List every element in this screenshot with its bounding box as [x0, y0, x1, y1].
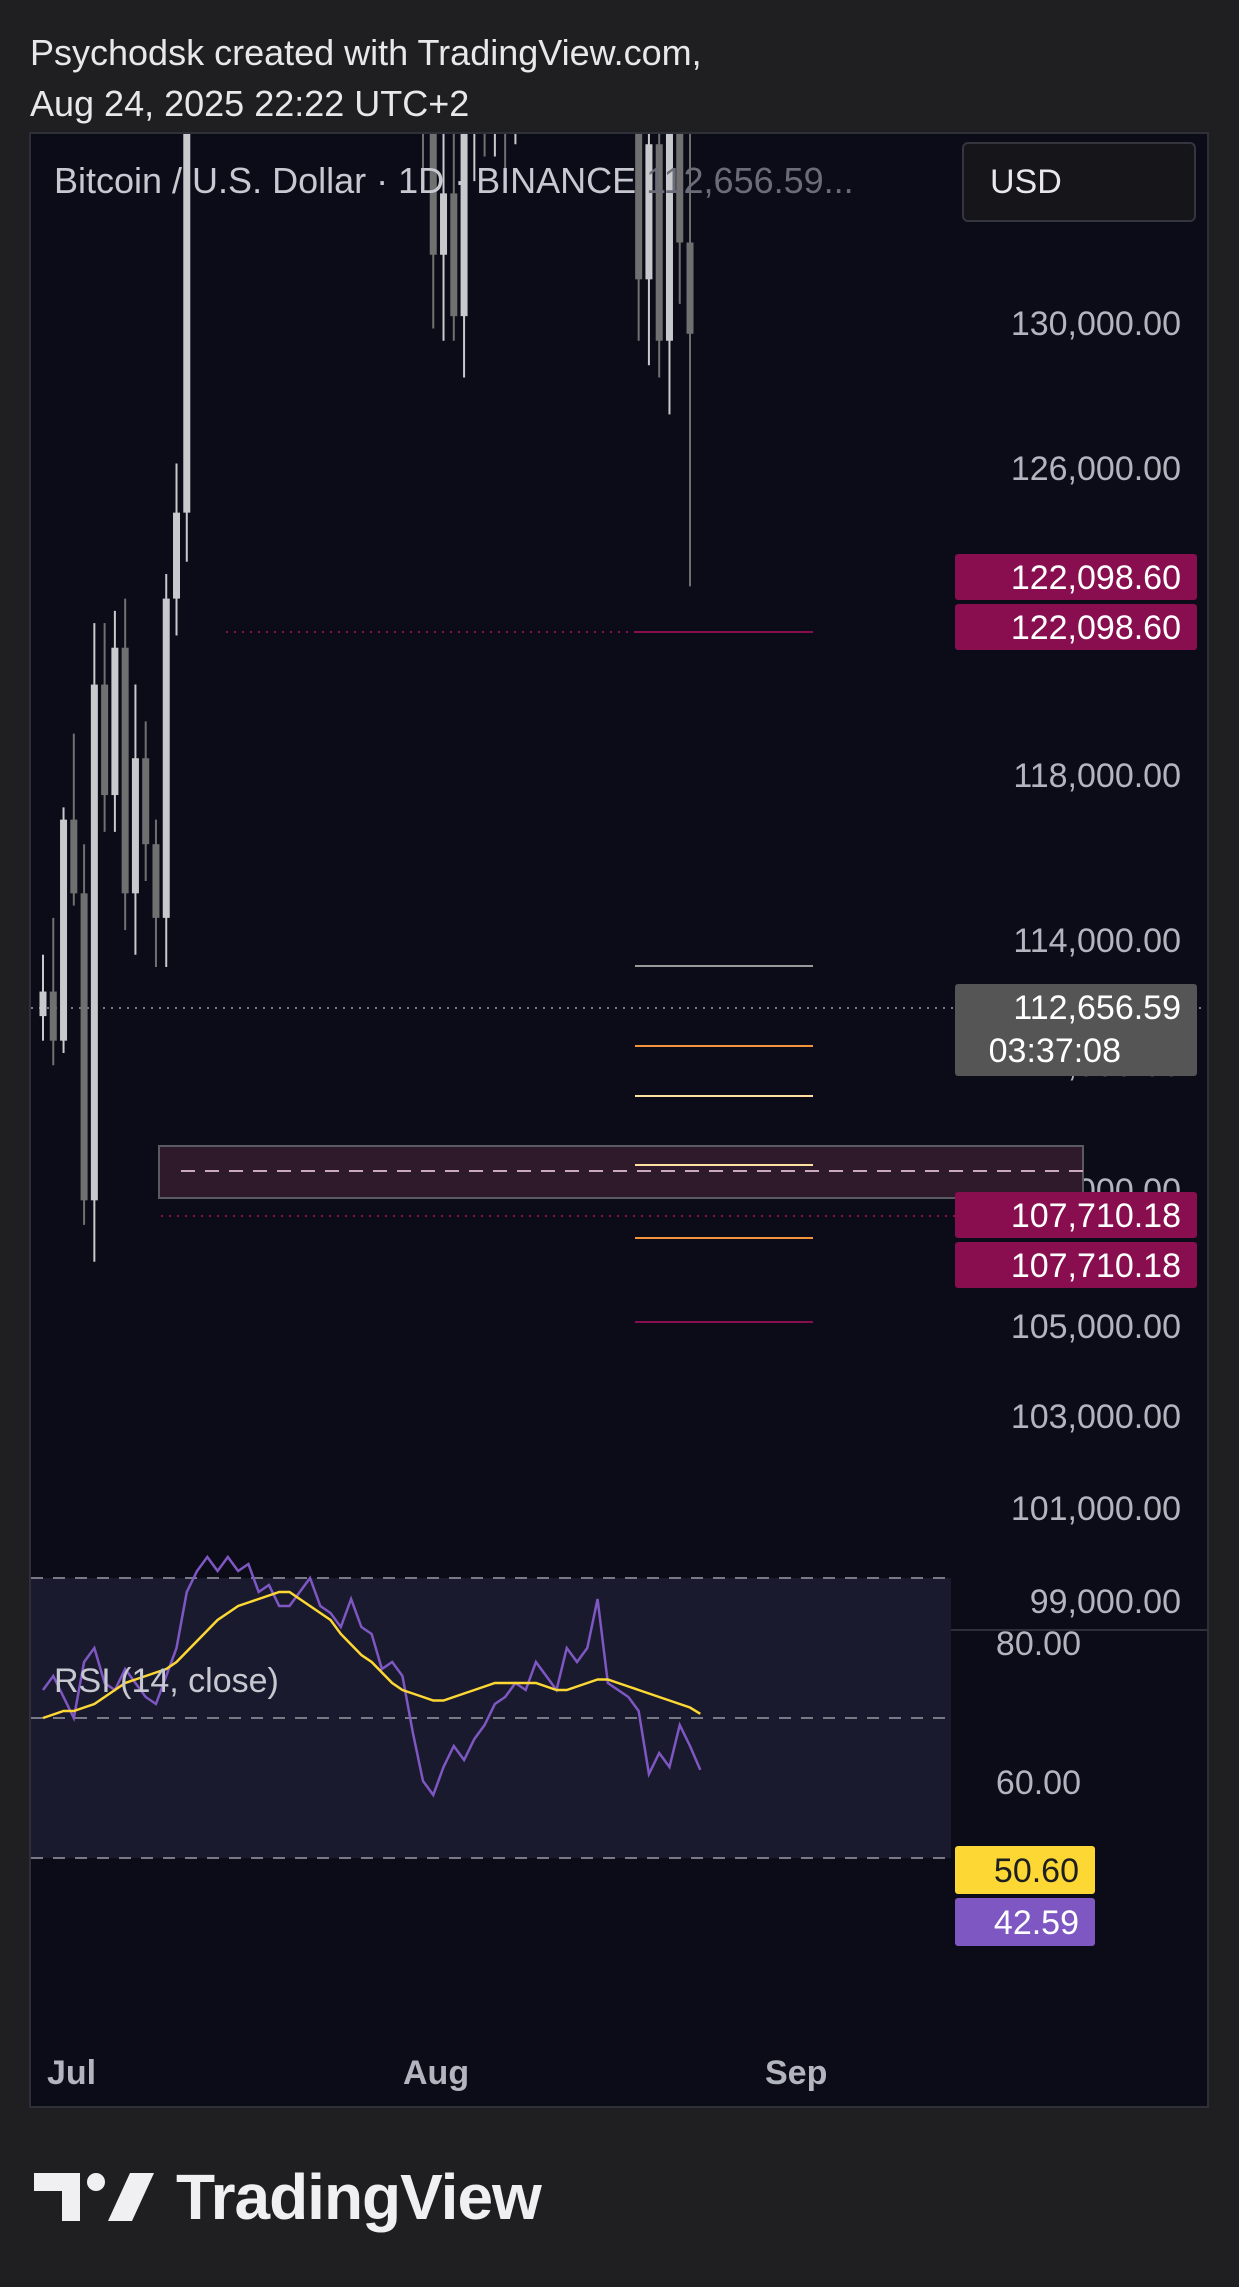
rsi-indicator-label[interactable]: RSI (14, close)	[54, 1662, 279, 1700]
candle-body	[686, 242, 694, 334]
currency-button[interactable]: USD	[962, 142, 1196, 222]
price-axis-tick-label: 130,000.00	[1011, 305, 1181, 343]
candle-body	[101, 684, 109, 796]
candle-body	[429, 134, 437, 255]
price-badge	[955, 1242, 1197, 1288]
price-axis-tick-label: 99,000.00	[1030, 1583, 1181, 1621]
header-author-line: Psychodsk created with TradingView.com,	[30, 32, 702, 73]
rsi-ma-line	[42, 1590, 701, 1720]
price-axis-tick-label: 105,000.00	[1011, 1308, 1181, 1346]
candle-body	[665, 134, 673, 341]
candle-body	[183, 134, 191, 513]
candle-body	[39, 991, 47, 1017]
candle-body	[70, 819, 78, 894]
symbol-info: Bitcoin / U.S. Dollar · 1D · BINANCE 112…	[54, 160, 854, 202]
chart-canvas[interactable]: 130,000.00 126,000.00 118,000.00 114,000.00…	[31, 134, 1207, 2106]
tradingview-brand: TradingView	[34, 2160, 542, 2234]
candle-body	[450, 193, 458, 317]
candle-body	[90, 684, 98, 1201]
candle-body	[645, 144, 653, 280]
candle-body	[460, 134, 468, 317]
header-date-line: Aug 24, 2025 22:22 UTC+2	[30, 83, 470, 124]
candle-body	[121, 647, 129, 894]
price-axis-tick-label: 103,000.00	[1011, 1398, 1181, 1436]
rsi-line	[41, 1554, 702, 1798]
price-badge-label: 112,656.59	[1013, 989, 1181, 1027]
time-axis-label: Sep	[765, 2054, 827, 2092]
candle-body	[60, 819, 68, 1041]
candle-body	[152, 844, 160, 918]
candle-body	[635, 134, 643, 280]
price-badge	[955, 554, 1197, 600]
candle-body	[111, 647, 119, 796]
price-axis-tick-label: 114,000.00	[1013, 922, 1181, 960]
price-badge	[955, 604, 1197, 650]
price-axis-tick-label: 126,000.00	[1011, 450, 1181, 488]
candle-body	[173, 512, 181, 599]
brand-name: TradingView	[176, 2161, 542, 2233]
price-badge-label: 107,710.18	[1011, 1247, 1181, 1285]
candle-body	[142, 758, 150, 845]
price-axis-tick-label: 101,000.00	[1011, 1490, 1181, 1528]
candle-body	[49, 991, 57, 1041]
candle-body	[655, 144, 663, 341]
candle-body	[440, 193, 448, 255]
chart-frame[interactable]: 130,000.00 126,000.00 118,000.00 114,000.00…	[29, 132, 1209, 2108]
candle-body	[162, 598, 170, 918]
rsi-axis-tick-label: 80.00	[996, 1625, 1081, 1663]
rsi-value-badge	[955, 1898, 1095, 1946]
rsi-ma-value-label: 50.60	[994, 1852, 1079, 1890]
rsi-ma-value-badge	[955, 1846, 1095, 1894]
symbol-last-price: 112,656.59...	[646, 160, 854, 201]
symbol-title: Bitcoin / U.S. Dollar · 1D · BINANCE	[54, 160, 637, 201]
candle-body	[80, 893, 88, 1201]
time-axis-label: Jul	[47, 2054, 96, 2092]
candle-body	[131, 758, 139, 894]
rsi-band-fill	[31, 1578, 951, 1858]
price-badge-label: 107,710.18	[1011, 1197, 1181, 1235]
price-axis-tick-label: 118,000.00	[1013, 757, 1181, 795]
price-badge-label: 122,098.60	[1011, 559, 1181, 597]
rsi-value-label: 42.59	[994, 1904, 1079, 1942]
countdown-label: 03:37:08	[989, 1032, 1121, 1070]
tradingview-logo-icon	[34, 2173, 154, 2221]
price-badge	[955, 984, 1197, 1076]
time-axis-label: Aug	[403, 2054, 469, 2092]
rsi-axis-tick-label: 60.00	[996, 1764, 1081, 1802]
price-badge-label: 122,098.60	[1011, 609, 1181, 647]
candle-body	[676, 134, 684, 243]
price-badge	[955, 1192, 1197, 1238]
